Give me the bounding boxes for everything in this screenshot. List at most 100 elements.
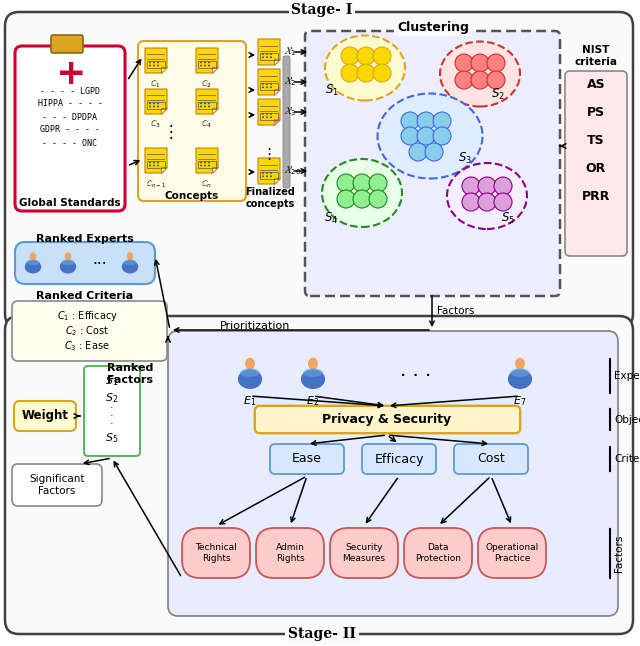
- Text: $S_5$: $S_5$: [106, 431, 118, 445]
- Circle shape: [157, 103, 159, 105]
- Text: ⋮: ⋮: [261, 147, 276, 162]
- Bar: [198, 61, 216, 68]
- Text: $\mathbb{C}_2$: $\mathbb{C}_2$: [202, 78, 212, 90]
- Text: Security
Measures: Security Measures: [342, 543, 385, 563]
- Text: Finalized
concepts: Finalized concepts: [245, 187, 295, 209]
- Circle shape: [270, 53, 272, 55]
- Text: TS: TS: [587, 134, 605, 147]
- Circle shape: [200, 165, 202, 167]
- Ellipse shape: [240, 368, 260, 377]
- Circle shape: [353, 190, 371, 208]
- Text: ···: ···: [93, 256, 108, 271]
- Circle shape: [149, 103, 151, 105]
- Text: PRR: PRR: [582, 189, 610, 202]
- Circle shape: [494, 177, 512, 195]
- Ellipse shape: [515, 358, 525, 370]
- Circle shape: [270, 116, 272, 118]
- Text: $\mathbb{C}_{n-1}$: $\mathbb{C}_{n-1}$: [146, 178, 166, 189]
- FancyBboxPatch shape: [15, 46, 125, 211]
- Circle shape: [153, 105, 155, 107]
- Circle shape: [266, 172, 268, 174]
- FancyBboxPatch shape: [256, 407, 519, 432]
- Circle shape: [270, 56, 272, 58]
- Circle shape: [200, 162, 202, 163]
- Text: PS: PS: [587, 105, 605, 118]
- FancyBboxPatch shape: [5, 316, 633, 634]
- Polygon shape: [274, 89, 280, 95]
- Polygon shape: [212, 108, 218, 114]
- Circle shape: [157, 165, 159, 167]
- Circle shape: [401, 127, 419, 145]
- Text: - - - DPDPA: - - - DPDPA: [42, 112, 97, 121]
- Ellipse shape: [508, 370, 532, 389]
- Polygon shape: [274, 59, 280, 65]
- FancyBboxPatch shape: [305, 31, 560, 296]
- Bar: [147, 161, 165, 168]
- FancyBboxPatch shape: [454, 444, 528, 474]
- Text: $\mathcal{X}_3$: $\mathcal{X}_3$: [284, 105, 296, 118]
- Circle shape: [270, 83, 272, 85]
- Circle shape: [401, 112, 419, 130]
- Circle shape: [266, 113, 268, 115]
- Circle shape: [494, 193, 512, 211]
- Text: Criteria: Criteria: [614, 454, 640, 464]
- Circle shape: [208, 103, 210, 105]
- Polygon shape: [196, 89, 218, 114]
- Ellipse shape: [29, 252, 36, 260]
- Circle shape: [373, 47, 391, 65]
- Text: Ranked Criteria: Ranked Criteria: [36, 291, 134, 301]
- Polygon shape: [274, 119, 280, 125]
- Circle shape: [433, 112, 451, 130]
- Polygon shape: [161, 167, 167, 173]
- Circle shape: [149, 65, 151, 67]
- Text: $\mathcal{X}_{20}$: $\mathcal{X}_{20}$: [284, 165, 301, 178]
- Circle shape: [208, 165, 210, 167]
- Circle shape: [153, 165, 155, 167]
- Circle shape: [262, 83, 264, 85]
- Polygon shape: [212, 167, 218, 173]
- Polygon shape: [196, 148, 218, 173]
- Text: Concepts: Concepts: [165, 191, 219, 201]
- Circle shape: [337, 174, 355, 192]
- Polygon shape: [145, 148, 167, 173]
- Polygon shape: [145, 48, 167, 73]
- Text: Cost: Cost: [477, 452, 505, 466]
- Bar: [260, 112, 278, 120]
- Text: $\mathbb{C}_3$: $\mathbb{C}_3$: [150, 119, 161, 130]
- Text: Global Standards: Global Standards: [19, 198, 121, 208]
- Circle shape: [262, 87, 264, 89]
- Bar: [147, 102, 165, 109]
- Text: Efficacy: Efficacy: [374, 452, 424, 466]
- FancyBboxPatch shape: [565, 71, 627, 256]
- Circle shape: [462, 177, 480, 195]
- Circle shape: [200, 105, 202, 107]
- Text: $E_7$: $E_7$: [513, 394, 527, 408]
- FancyBboxPatch shape: [168, 331, 618, 616]
- Circle shape: [270, 87, 272, 89]
- Circle shape: [200, 61, 202, 63]
- Circle shape: [262, 172, 264, 174]
- Text: Prioritization: Prioritization: [220, 321, 290, 331]
- Circle shape: [208, 65, 210, 67]
- FancyBboxPatch shape: [84, 366, 140, 456]
- Circle shape: [266, 116, 268, 118]
- Circle shape: [262, 56, 264, 58]
- Circle shape: [270, 113, 272, 115]
- Circle shape: [373, 64, 391, 82]
- Ellipse shape: [122, 260, 138, 273]
- Text: Privacy & Security: Privacy & Security: [323, 413, 452, 426]
- Circle shape: [208, 105, 210, 107]
- Text: - - - - LGPD: - - - - LGPD: [40, 87, 100, 96]
- Ellipse shape: [26, 259, 40, 266]
- Text: GDPR - - - -: GDPR - - - -: [40, 125, 100, 134]
- Circle shape: [266, 56, 268, 58]
- FancyBboxPatch shape: [15, 242, 155, 284]
- Circle shape: [266, 175, 268, 177]
- Circle shape: [153, 103, 155, 105]
- Circle shape: [153, 61, 155, 63]
- Text: $\mathbb{C}_4$: $\mathbb{C}_4$: [202, 119, 212, 130]
- Circle shape: [487, 54, 505, 72]
- Circle shape: [417, 112, 435, 130]
- Circle shape: [433, 127, 451, 145]
- Text: · · ·: · · ·: [401, 366, 431, 386]
